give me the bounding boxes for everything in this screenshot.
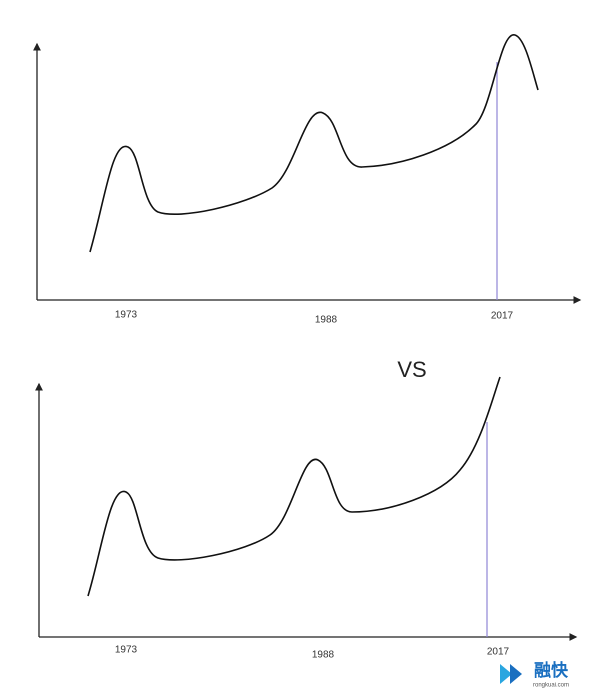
vs-label: VS: [397, 357, 426, 382]
logo-url: rongkuai.com: [533, 683, 569, 689]
x-label: 1988: [312, 650, 335, 661]
top-chart: 1973 1988 2017: [33, 34, 582, 326]
x-label: 1988: [315, 315, 338, 326]
x-label: 1973: [115, 645, 138, 656]
x-label: 1973: [115, 310, 138, 321]
trend-curve: [89, 34, 539, 253]
trend-curve: [87, 376, 501, 597]
x-label: 2017: [487, 647, 510, 658]
bottom-chart: 1973 1988 2017: [35, 376, 578, 661]
logo-name: 融快: [534, 660, 569, 681]
logo: 融快 rongkuai.com: [500, 660, 569, 689]
x-label: 2017: [491, 311, 514, 322]
